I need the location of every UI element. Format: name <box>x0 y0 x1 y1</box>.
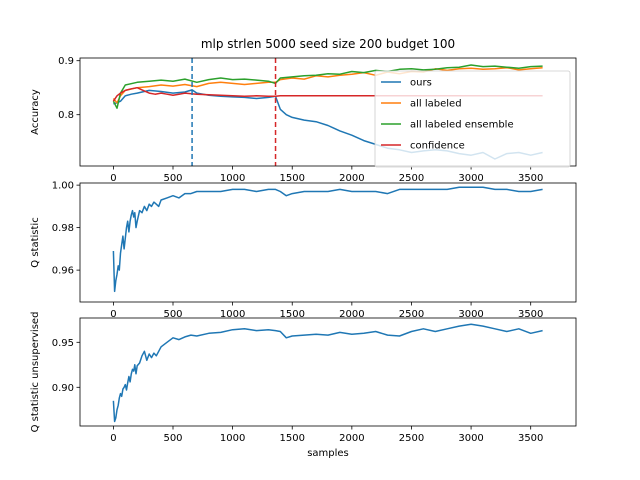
x-tick-label: 3500 <box>518 173 543 184</box>
x-tick-label: 3000 <box>458 309 483 320</box>
x-tick-label: 0 <box>110 309 116 320</box>
panel-2: 0 500 1000 1500 2000 2500 3000 3500 0.96 0.98 1.00… <box>30 181 577 320</box>
chart-title: mlp strlen 5000 seed size 200 budget 100 <box>201 37 455 51</box>
x-tick-label: 1000 <box>220 309 245 320</box>
series-line-confidence <box>112 86 543 102</box>
x-tick-label: 2500 <box>399 173 424 184</box>
axes-frame <box>79 317 577 427</box>
series-line-p3 <box>112 323 543 423</box>
y-tick-label: 0.95 <box>52 338 74 349</box>
panel-3: 0 500 1000 1500 2000 2500 3000 3500 0.90 0.95 Q st… <box>30 312 577 459</box>
x-axis-label: samples <box>307 448 349 459</box>
y-tick-label: 0.96 <box>52 266 74 277</box>
series-line-p2 <box>112 186 543 293</box>
axes-frame <box>79 182 577 303</box>
x-tick-label: 2500 <box>399 309 424 320</box>
legend-entry: ours <box>410 78 432 89</box>
series-line-all-labeled-ensemble <box>112 64 543 109</box>
x-tick-label: 1500 <box>280 309 305 320</box>
x-tick-label: 2000 <box>339 173 364 184</box>
y-tick-label: 0.98 <box>52 223 74 234</box>
x-tick-label: 0 <box>110 173 116 184</box>
legend-entry: confidence <box>410 141 465 152</box>
x-tick-label: 1500 <box>280 173 305 184</box>
series-line-all-labeled <box>112 66 543 104</box>
x-tick-label: 500 <box>163 309 182 320</box>
x-tick-label: 500 <box>163 173 182 184</box>
legend-entry: all labeled <box>410 99 462 110</box>
y-axis-label: Q statistic <box>30 217 41 267</box>
legend-entry: all labeled ensemble <box>410 120 514 131</box>
x-tick-label: 2000 <box>339 433 364 444</box>
legend-box <box>374 70 571 168</box>
y-tick-label: 0.9 <box>58 56 74 67</box>
y-axis-label: Q statistic unsupervised <box>30 312 41 433</box>
legend: ours all labeled all labeled ensemble confi… <box>374 70 571 168</box>
x-tick-label: 500 <box>163 433 182 444</box>
x-tick-label: 0 <box>110 433 116 444</box>
x-tick-label: 3000 <box>458 433 483 444</box>
axes-frame <box>79 57 577 167</box>
x-tick-label: 3500 <box>518 433 543 444</box>
panel-1: 0 500 1000 1500 2000 2500 3000 3500 0.8 0.9 Accura… <box>30 37 577 184</box>
y-tick-label: 1.00 <box>52 181 74 192</box>
y-axis-label: Accuracy <box>30 89 41 135</box>
x-tick-label: 1000 <box>220 173 245 184</box>
x-tick-label: 1500 <box>280 433 305 444</box>
x-tick-label: 3000 <box>458 173 483 184</box>
x-tick-label: 2000 <box>339 309 364 320</box>
x-tick-label: 1000 <box>220 433 245 444</box>
x-tick-label: 3500 <box>518 309 543 320</box>
y-tick-label: 0.90 <box>52 383 74 394</box>
x-tick-label: 2500 <box>399 433 424 444</box>
y-tick-label: 0.8 <box>58 110 74 121</box>
